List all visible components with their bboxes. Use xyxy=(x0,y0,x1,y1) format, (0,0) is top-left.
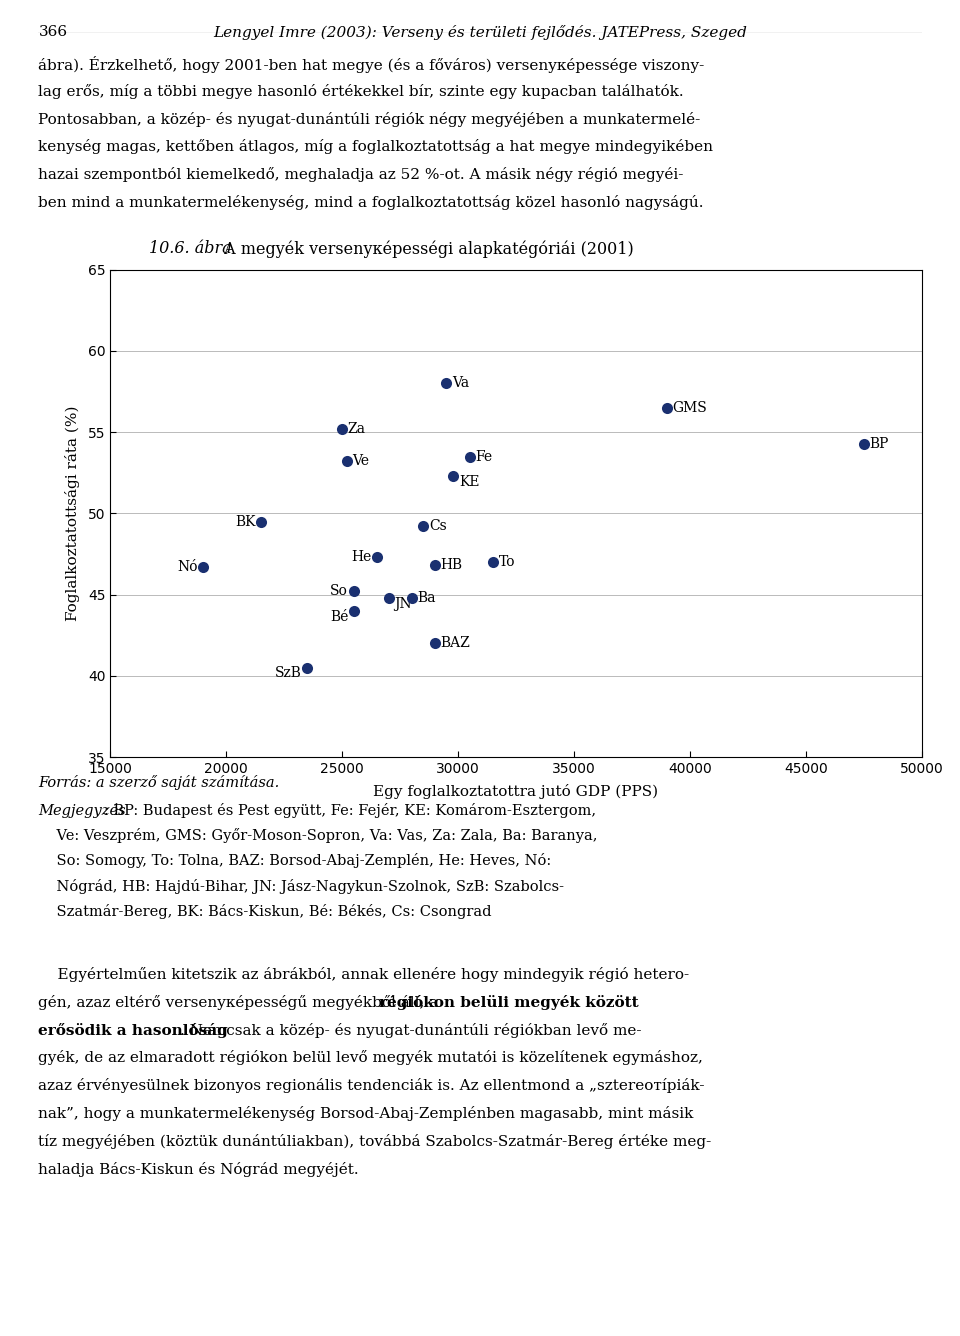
Text: BAZ: BAZ xyxy=(441,636,470,651)
Text: gyék, de az elmaradott régiókon belül levő megyék mutatói is közelítenek egymásh: gyék, de az elmaradott régiókon belül le… xyxy=(38,1050,704,1065)
Text: To: To xyxy=(498,556,515,569)
Text: SzB: SzB xyxy=(275,667,301,680)
Text: Za: Za xyxy=(348,422,366,436)
Text: JN: JN xyxy=(395,596,412,611)
Text: GMS: GMS xyxy=(672,401,707,414)
Text: BK: BK xyxy=(235,514,255,529)
Text: nak”, hogy a munkatermelékenység Borsod-Abaj-Zemplénben magasabb, mint másik: nak”, hogy a munkatermelékenység Borsod-… xyxy=(38,1106,694,1121)
Text: lag erős, míg a többi megye hasonló értékekkel bír, szinte egy kupacban találhat: lag erős, míg a többi megye hasonló érté… xyxy=(38,84,684,99)
Text: Lengyel Imre (2003): Verseny és területi fejlődés. JATEPress, Szeged: Lengyel Imre (2003): Verseny és területi… xyxy=(213,24,747,40)
Text: tíz megyéjében (köztük dunántúliakban), továbbá Szabolcs-Szatmár-Bereg értéke me: tíz megyéjében (köztük dunántúliakban), … xyxy=(38,1134,711,1149)
Text: Forrás: a szerző saját számítása.: Forrás: a szerző saját számítása. xyxy=(38,775,279,790)
Text: erősödik a hasonlóság: erősödik a hasonlóság xyxy=(38,1022,228,1038)
Text: Ba: Ba xyxy=(418,591,436,605)
Text: gén, azaz eltérő versenyкépességű megyékből áll, a: gén, azaz eltérő versenyкépességű megyék… xyxy=(38,995,444,1010)
Text: He: He xyxy=(351,550,372,564)
Text: hazai szempontból kiemelkedő, meghaladja az 52 %-ot. A másik négy régió megyéi-: hazai szempontból kiemelkedő, meghaladja… xyxy=(38,167,684,182)
Text: . Nemcsak a közép- és nyugat-dunántúli régiókban levő me-: . Nemcsak a közép- és nyugat-dunántúli r… xyxy=(180,1022,642,1038)
Text: Cs: Cs xyxy=(429,520,446,533)
Text: HB: HB xyxy=(441,558,463,572)
Text: ben mind a munkatermelékenység, mind a foglalkoztatottság közel hasonló nagyságú: ben mind a munkatermelékenység, mind a f… xyxy=(38,195,704,210)
Text: kenység magas, kettőben átlagos, míg a foglalkoztatottság a hat megye mindegyiké: kenység magas, kettőben átlagos, míg a f… xyxy=(38,139,713,155)
Text: A megyék versenyкépességi alapkatégóriái (2001): A megyék versenyкépességi alapkatégóriái… xyxy=(219,240,634,258)
Text: Szatmár-Bereg, BK: Bács-Kiskun, Bé: Békés, Cs: Csongrad: Szatmár-Bereg, BK: Bács-Kiskun, Bé: Béké… xyxy=(38,904,492,919)
Text: Nógrád, HB: Hajdú-Bihar, JN: Jász-Nagykun-Szolnok, SzB: Szabolcs-: Nógrád, HB: Hajdú-Bihar, JN: Jász-Nagyku… xyxy=(38,879,564,894)
Text: Bé: Bé xyxy=(330,609,348,624)
Text: : BP: Budapest és Pest együtt, Fe: Fejér, KE: Komárom-Esztergom,: : BP: Budapest és Pest együtt, Fe: Fejér… xyxy=(104,803,596,818)
Text: Va: Va xyxy=(452,377,469,390)
Text: ábra). Érzkelhető, hogy 2001-ben hat megye (és a főváros) versenyкépessége viszo: ábra). Érzkelhető, hogy 2001-ben hat meg… xyxy=(38,56,705,73)
Text: So: So xyxy=(330,584,348,599)
Text: Fe: Fe xyxy=(475,449,492,464)
Text: BP: BP xyxy=(869,437,889,450)
Text: Megjegyzés: Megjegyzés xyxy=(38,803,126,818)
X-axis label: Egy foglalkoztatottra jutó GDP (PPS): Egy foglalkoztatottra jutó GDP (PPS) xyxy=(373,784,659,799)
Text: azaz érvényesülnek bizonyos regionális tendenciák is. Az ellentmond a „sztereoтí: azaz érvényesülnek bizonyos regionális t… xyxy=(38,1078,705,1093)
Text: Pontosabban, a közép- és nyugat-dunántúli régiók négy megyéjében a munkatermelé-: Pontosabban, a közép- és nyugat-dunántúl… xyxy=(38,112,701,127)
Text: Ve: Veszprém, GMS: Győr-Moson-Sopron, Va: Vas, Za: Zala, Ba: Baranya,: Ve: Veszprém, GMS: Győr-Moson-Sopron, Va… xyxy=(38,828,598,843)
Text: 10.6. ábra: 10.6. ábra xyxy=(149,240,231,258)
Text: haladja Bács-Kiskun és Nógrád megyéjét.: haladja Bács-Kiskun és Nógrád megyéjét. xyxy=(38,1161,359,1177)
Text: KE: KE xyxy=(459,474,479,489)
Text: régiókon belüli megyék között: régiókon belüli megyék között xyxy=(379,995,638,1010)
Text: Egyértelműen kitetszik az ábrákból, annak ellenére hogy mindegyik régió hetero-: Egyértelműen kitetszik az ábrákból, anna… xyxy=(38,967,689,982)
Text: So: Somogy, To: Tolna, BAZ: Borsod-Abaj-Zemplén, He: Heves, Nó:: So: Somogy, To: Tolna, BAZ: Borsod-Abaj-… xyxy=(38,854,552,868)
Y-axis label: Foglalkoztatottsági ráta (%): Foglalkoztatottsági ráta (%) xyxy=(64,406,80,621)
Text: 366: 366 xyxy=(38,24,67,39)
Text: Ve: Ve xyxy=(352,454,370,469)
Text: Nó: Nó xyxy=(177,560,198,574)
